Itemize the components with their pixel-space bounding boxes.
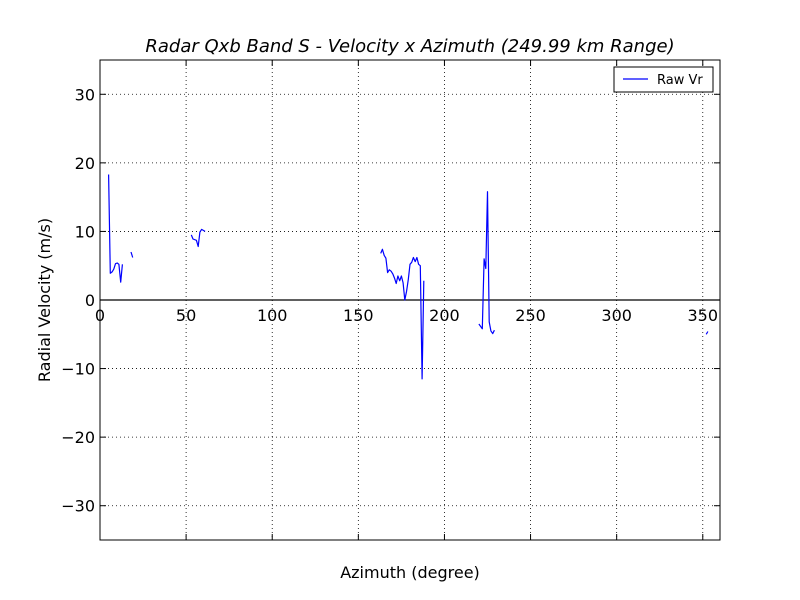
x-tick-label: 150 <box>343 306 374 325</box>
y-axis-label: Radial Velocity (m/s) <box>35 218 54 382</box>
x-tick-label: 200 <box>429 306 460 325</box>
x-tick-label: 50 <box>176 306 196 325</box>
y-tick-label: 10 <box>75 222 95 241</box>
series-raw-vr-segment <box>478 191 495 335</box>
series-raw-vr-segment <box>108 174 123 283</box>
y-tick-labels: 30 20 10 0 −10 −20 −30 <box>61 85 95 515</box>
y-tick-label: −10 <box>61 360 95 379</box>
x-tick-label: 350 <box>688 306 719 325</box>
chart-title: Radar Qxb Band S - Velocity x Azimuth (2… <box>145 36 674 57</box>
series-raw-vr-segment <box>705 331 709 335</box>
y-tick-label: 30 <box>75 85 95 104</box>
y-tick-label: 20 <box>75 154 95 173</box>
x-tick-labels: 0 50 100 150 200 250 300 350 <box>95 306 718 325</box>
y-tick-label: −20 <box>61 428 95 447</box>
x-tick-label: 300 <box>601 306 632 325</box>
y-tick-label: 0 <box>85 291 95 310</box>
series-layer <box>108 174 709 380</box>
series-raw-vr-segment <box>130 251 134 258</box>
series-raw-vr-segment <box>190 228 206 248</box>
legend: Raw Vr <box>613 66 714 93</box>
legend-label-raw-vr: Raw Vr <box>657 73 703 88</box>
axis-ticks <box>99 60 720 540</box>
x-tick-label: 250 <box>515 306 546 325</box>
series-raw-vr-segment <box>380 248 425 380</box>
x-axis-label: Azimuth (degree) <box>340 563 480 582</box>
x-tick-label: 0 <box>95 306 105 325</box>
y-tick-label: −30 <box>61 497 95 516</box>
x-tick-label: 100 <box>257 306 288 325</box>
